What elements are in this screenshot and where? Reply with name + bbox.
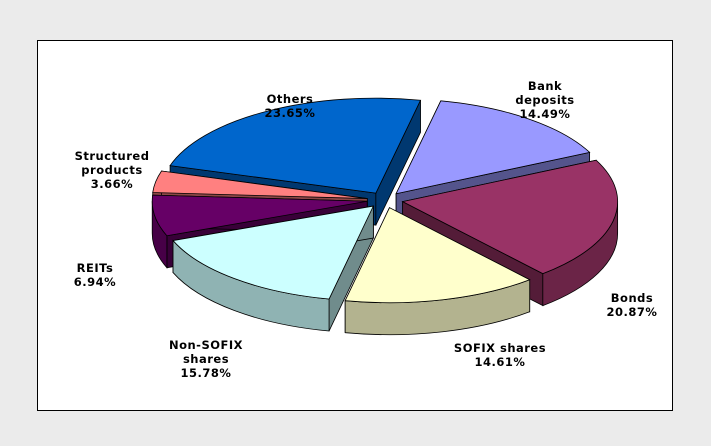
value-label: 20.87%	[606, 305, 658, 319]
value-label: 3.66%	[90, 177, 134, 191]
slice-label: Bonds 20.87%	[567, 291, 697, 319]
category-label: REITs	[76, 261, 114, 275]
value-label: 15.78%	[180, 366, 232, 380]
category-label: Structured products	[74, 149, 150, 177]
category-label: Bonds	[610, 291, 654, 305]
category-label: SOFIX shares	[453, 341, 547, 355]
slice-label: SOFIX shares 14.61%	[435, 341, 565, 369]
category-label: Others	[266, 92, 314, 106]
pie-slice	[172, 205, 375, 300]
pie-slice	[344, 207, 531, 304]
slice-label: REITs 6.94%	[30, 261, 160, 289]
slice-label: Structured products 3.66%	[72, 149, 152, 191]
value-label: 6.94%	[73, 275, 117, 289]
value-label: 23.65%	[264, 106, 316, 120]
pie-slice	[169, 97, 422, 194]
slice-label: Others 23.65%	[225, 92, 355, 120]
pie-slice	[395, 100, 591, 195]
category-label: Non-SOFIX shares	[168, 338, 244, 366]
pie-slice	[152, 170, 368, 199]
slice-label: Bank deposits 14.49%	[505, 79, 585, 121]
category-label: Bank deposits	[515, 79, 575, 107]
value-label: 14.61%	[474, 355, 526, 369]
pie-slice	[151, 194, 368, 237]
slice-label: Non-SOFIX shares 15.78%	[166, 338, 246, 380]
pie-slice	[401, 159, 619, 275]
value-label: 14.49%	[519, 107, 571, 121]
